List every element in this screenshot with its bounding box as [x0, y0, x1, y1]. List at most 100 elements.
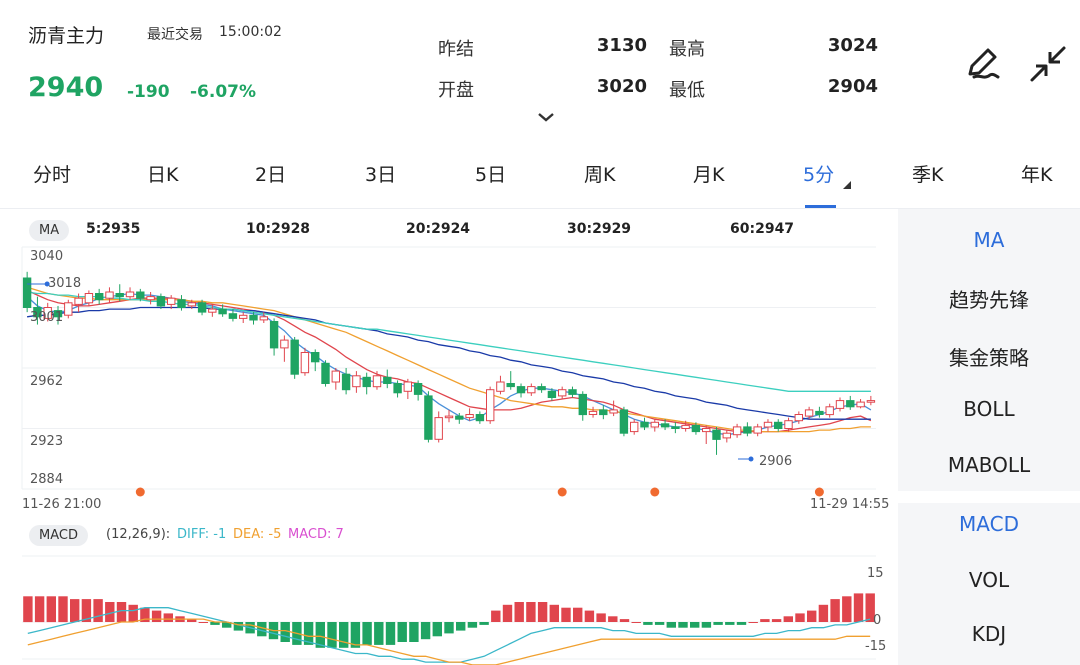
indicator-gold-strategy[interactable]: 集金策略	[949, 346, 1029, 370]
candle	[105, 291, 114, 299]
price-tick: 3001	[30, 310, 64, 325]
price-tick: 2923	[30, 434, 64, 449]
macd-bar	[783, 616, 793, 622]
indicator-kdj[interactable]: KDJ	[971, 622, 1007, 646]
candle	[486, 389, 495, 422]
candle	[619, 409, 629, 434]
chevron-down-icon[interactable]	[537, 111, 555, 123]
candle	[403, 381, 413, 392]
tab-3day[interactable]: 3日	[365, 164, 397, 186]
indicator-boll[interactable]: BOLL	[963, 397, 1015, 421]
macd-params: (12,26,9):	[106, 527, 171, 542]
indicator-ma[interactable]: MA	[973, 228, 1005, 252]
open-label: 开盘	[438, 80, 474, 101]
price-tick: 3040	[30, 249, 64, 264]
candle	[64, 302, 73, 316]
candle	[794, 414, 803, 422]
macd-bar	[420, 622, 431, 640]
candle	[218, 308, 227, 315]
period-dropdown-icon[interactable]	[843, 181, 851, 189]
candle	[516, 386, 526, 394]
macd-bar	[748, 622, 758, 623]
candle	[660, 423, 670, 428]
quote-header: 沥青主力 最近交易 15:00:02 2940 -190 -6.07% 昨结 3…	[0, 0, 1080, 140]
collapse-icon[interactable]	[1028, 44, 1068, 84]
contract-title: 沥青主力	[28, 25, 105, 47]
candle	[527, 386, 536, 394]
tab-yearly[interactable]: 年K	[1021, 164, 1053, 186]
macd-bar	[654, 622, 665, 625]
candle	[702, 428, 711, 433]
macd-bar	[608, 616, 618, 622]
candle	[671, 426, 680, 429]
low-value: 2904	[827, 76, 878, 97]
candle	[846, 400, 855, 408]
tab-monthly[interactable]: 月K	[693, 164, 725, 186]
candle	[290, 339, 299, 375]
candle	[33, 307, 42, 318]
macd-bar	[479, 622, 489, 625]
low-label: 最低	[669, 80, 705, 101]
candle	[136, 291, 145, 299]
candle	[558, 389, 567, 397]
time-end-label: 11-29 14:55	[810, 497, 890, 512]
macd-bar	[34, 596, 45, 623]
tab-timeshare[interactable]: 分时	[33, 164, 72, 186]
pen-icon[interactable]	[962, 44, 1002, 84]
tab-daily[interactable]: 日K	[147, 164, 179, 186]
macd-indicator-pill[interactable]: MACD	[29, 525, 88, 546]
indicator-vol[interactable]: VOL	[968, 568, 1010, 592]
tab-5min[interactable]: 5分	[803, 164, 835, 186]
candle	[167, 297, 176, 305]
macd-bar	[701, 622, 712, 628]
macd-bar	[409, 622, 419, 642]
macd-bar	[327, 622, 337, 648]
kline-chart[interactable]: MA 5:2935 10:2928 20:2924 30:2929 60:294…	[0, 209, 898, 665]
macd-bar	[257, 622, 267, 637]
macd-bar	[105, 602, 115, 622]
macd-bar	[666, 622, 676, 628]
candle	[763, 421, 773, 428]
tab-weekly[interactable]: 周K	[584, 164, 616, 186]
price-tick: 2884	[30, 472, 64, 487]
candle	[156, 296, 166, 307]
period-tabs: 分时 日K 2日 3日 5日 周K 月K 5分 季K 年K	[0, 148, 1080, 208]
macd-bar	[537, 602, 548, 622]
candle	[95, 293, 104, 301]
candle	[434, 417, 443, 440]
candle	[804, 409, 814, 417]
macd-bar	[163, 613, 173, 622]
tab-5day[interactable]: 5日	[475, 164, 507, 186]
event-marker	[650, 487, 660, 497]
indicator-macd[interactable]: MACD	[959, 512, 1019, 536]
macd-dea-line	[27, 618, 871, 665]
ma-indicator-pill[interactable]: MA	[29, 220, 70, 241]
tab-quarterly[interactable]: 季K	[912, 164, 944, 186]
indicator-trend-pioneer[interactable]: 趋势先锋	[949, 288, 1029, 312]
macd-bar	[58, 596, 68, 623]
macd-bar	[807, 610, 817, 622]
candle	[424, 395, 433, 440]
candle	[239, 314, 248, 319]
candle	[228, 313, 238, 319]
macd-bar	[397, 622, 407, 642]
macd-bar	[456, 622, 466, 631]
candle	[74, 297, 83, 305]
macd-bar	[549, 604, 559, 622]
macd-bar	[362, 622, 372, 645]
candle	[43, 307, 52, 319]
indicator-maboll[interactable]: MABOLL	[947, 453, 1031, 477]
chart-canvas[interactable]	[0, 209, 898, 665]
macd-bar	[584, 610, 595, 622]
candle	[835, 400, 845, 409]
macd-bar	[315, 622, 325, 648]
tab-2day[interactable]: 2日	[255, 164, 287, 186]
candle	[269, 321, 279, 349]
candle	[362, 376, 371, 388]
ma60-legend: 60:2947	[730, 221, 795, 237]
candle	[743, 426, 752, 434]
candle	[321, 362, 330, 385]
macd-bar	[830, 599, 840, 622]
candle	[866, 400, 876, 403]
macd-bar	[46, 596, 56, 623]
